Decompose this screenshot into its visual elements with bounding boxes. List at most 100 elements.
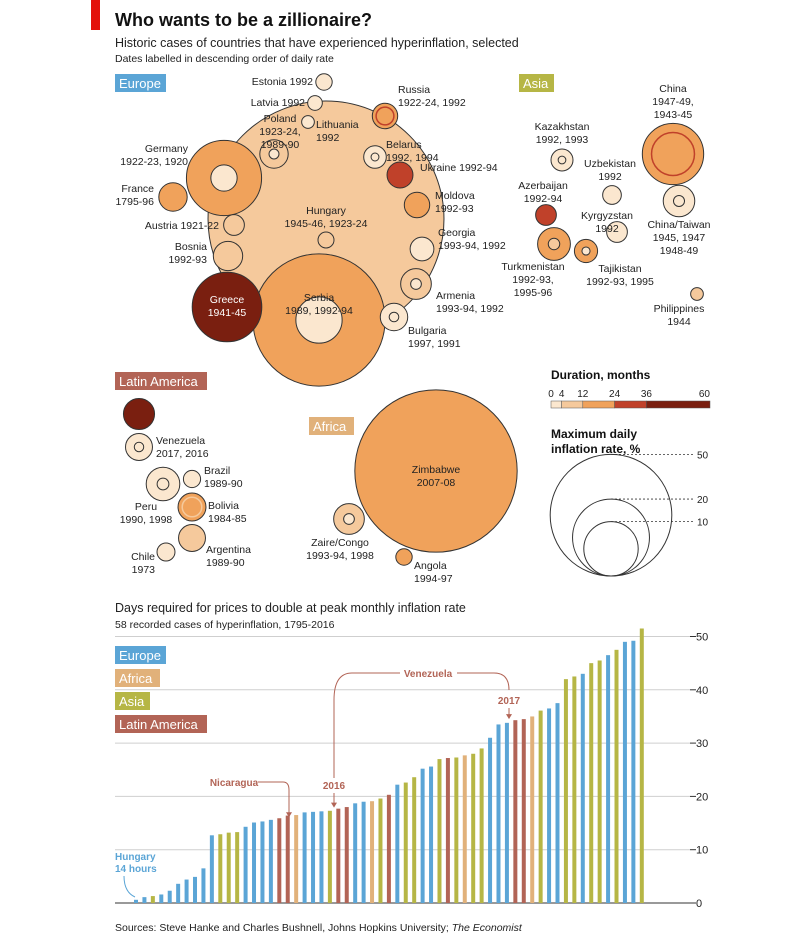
- region-tag-europe: Europe: [119, 76, 161, 91]
- bubble-brazil: [182, 469, 202, 489]
- bubble-dates-poland: 1989-90: [261, 139, 300, 151]
- bar: [513, 720, 518, 903]
- bubble-dates-hungary: 1945-46, 1923-24: [285, 218, 368, 230]
- bar: [327, 810, 332, 903]
- rate-legend-circle: [549, 453, 673, 577]
- bubble-kyrgyzstan: [606, 221, 628, 243]
- bar: [353, 803, 358, 903]
- bar-ytick-label: 20: [696, 791, 708, 803]
- annotation-2017: 2017: [498, 696, 521, 707]
- bubble-name-germany: Germany: [145, 143, 189, 155]
- bar: [193, 876, 198, 903]
- annotation-venezuela-line-left: [333, 672, 400, 778]
- bubble-inner-armenia: [410, 278, 422, 290]
- bar: [547, 708, 552, 903]
- annotation-hungary-line: [123, 875, 136, 898]
- bubble-bosnia: [212, 240, 244, 272]
- region-tag-latin-america-swatch: [115, 372, 207, 390]
- bar: [184, 879, 189, 903]
- duration-legend-segment: [550, 400, 562, 409]
- region-tag-asia: Asia: [523, 76, 549, 91]
- bar-ytick-label: 0: [696, 898, 702, 910]
- bubble-name-china-taiwan: China/Taiwan: [647, 219, 710, 231]
- bar-ytick-label: 50: [696, 632, 708, 644]
- bar: [631, 640, 636, 903]
- bubble-angola: [395, 548, 413, 566]
- bar: [563, 679, 568, 903]
- bubble-dates-turkmenistan: 1992-93,: [512, 274, 553, 286]
- bubble-inner-poland: [268, 148, 280, 160]
- bar-chart-title: Days required for prices to double at pe…: [115, 601, 466, 615]
- bubble-name-russia: Russia: [398, 84, 430, 96]
- bubble-inner-venezuela: [133, 441, 145, 453]
- bar-ytick-label: 10: [696, 845, 708, 857]
- bar: [614, 649, 619, 903]
- bubble-name-belarus: Belarus: [386, 139, 422, 151]
- bar-legend-europe-swatch: [115, 646, 166, 664]
- chart-note: Dates labelled in descending order of da…: [115, 53, 334, 65]
- bubble-name-greece: Greece: [210, 294, 245, 306]
- bubble-name-azerbaijan: Azerbaijan: [518, 180, 568, 192]
- bubble-moldova: [403, 191, 431, 219]
- bubble-name-tajikistan: Tajikistan: [598, 263, 641, 275]
- bar: [336, 808, 341, 903]
- bubble-latvia: [307, 95, 323, 111]
- bar-legend-africa-swatch: [115, 669, 160, 687]
- annotation-venezuela-line-right: [457, 672, 510, 691]
- annotation-arrowhead: [331, 802, 337, 808]
- bubble-name-kazakhstan: Kazakhstan: [535, 121, 590, 133]
- bar: [159, 894, 164, 903]
- bubble-zimbabwe: [354, 389, 518, 553]
- bubble-inner-serbia: [295, 296, 343, 344]
- bar: [496, 724, 501, 903]
- region-tag-europe-swatch: [115, 74, 166, 92]
- bubble-ukraine: [386, 161, 414, 189]
- bar: [201, 868, 206, 903]
- bubble-inner-zaire-congo: [343, 513, 355, 525]
- bar: [530, 716, 535, 903]
- chart-title: Who wants to be a zillionaire?: [115, 10, 373, 30]
- duration-legend-tick: 12: [577, 389, 589, 400]
- rate-legend-value: 10: [697, 518, 709, 529]
- bubble-dates-greece: 1941-45: [208, 307, 247, 319]
- bar: [235, 832, 240, 903]
- bubble-name-zaire-congo: Zaire/Congo: [311, 537, 369, 549]
- chart-subtitle: Historic cases of countries that have ex…: [115, 36, 519, 50]
- bar: [437, 759, 442, 903]
- bar-legend-africa: Africa: [119, 671, 153, 686]
- bubble-name-kyrgyzstan: Kyrgyzstan: [581, 210, 633, 222]
- bubble-name-nicaragua: Nicaragua: [156, 398, 204, 410]
- bar: [311, 811, 316, 903]
- bar: [378, 798, 383, 903]
- bubble-azerbaijan: [535, 204, 557, 226]
- bubble-dates-chile: 1973: [132, 564, 156, 576]
- bubble-name-china: China: [659, 83, 687, 95]
- bar: [454, 757, 459, 903]
- bubble-dates-zimbabwe: 2007-08: [417, 477, 456, 489]
- bubble-dates-china-taiwan: 1948-49: [660, 245, 699, 257]
- bubble-name-argentina: Argentina: [206, 544, 251, 556]
- annotation-arrowhead: [286, 812, 292, 818]
- bubble-dates-georgia: 1993-94, 1992: [438, 240, 506, 252]
- bubble-name-lithuania: Lithuania: [316, 119, 359, 131]
- bar: [462, 755, 467, 903]
- annotation-venezuela: Venezuela: [404, 669, 453, 680]
- bubble-dates-zaire-congo: 1993-94, 1998: [306, 550, 374, 562]
- bubble-dates-peru: 1990, 1998: [120, 514, 173, 526]
- bar-legend-latin-america: Latin America: [119, 717, 199, 732]
- bubble-ring-russia: [375, 106, 395, 126]
- duration-legend-segment: [646, 400, 711, 409]
- bar-legend-asia: Asia: [119, 694, 145, 709]
- bubble-label-austria: Austria 1921-22: [145, 220, 219, 232]
- bubble-inner-peru: [156, 477, 170, 491]
- bar: [167, 890, 172, 903]
- bar-legend-latin-america-swatch: [115, 715, 207, 733]
- bar: [488, 737, 493, 903]
- bubble-dates-kazakhstan: 1992, 1993: [536, 134, 589, 146]
- bubble-dates-azerbaijan: 1992-94: [524, 193, 563, 205]
- sources-text: Sources: Steve Hanke and Charles Bushnel…: [115, 922, 449, 934]
- bar: [395, 784, 400, 903]
- bubble-ring-china: [650, 131, 696, 177]
- bubble-estonia: [315, 73, 333, 91]
- bar: [277, 818, 282, 903]
